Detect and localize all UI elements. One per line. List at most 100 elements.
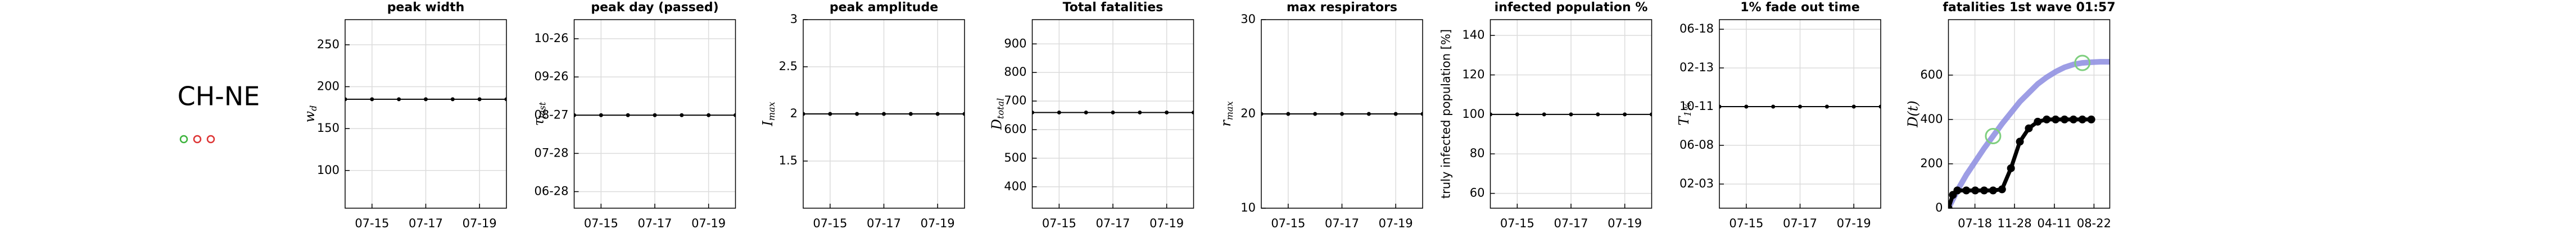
chart-title: max respirators <box>1287 1 1397 15</box>
y-axis-label-text: truly infected population [%] <box>1439 29 1453 199</box>
y-tick-label: 02-03 <box>1679 177 1714 190</box>
y-tick-label: 09-26 <box>534 70 568 83</box>
y-axis-label: rmax <box>1218 101 1235 126</box>
point <box>1057 110 1061 114</box>
y-tick-label: 700 <box>1004 94 1026 107</box>
y-tick-label: 250 <box>317 38 339 51</box>
axes-frame <box>1719 19 1881 209</box>
point <box>2034 117 2042 126</box>
point <box>1138 110 1142 114</box>
point <box>1650 112 1652 117</box>
x-tick-label: 07-17 <box>409 217 443 230</box>
point <box>2061 115 2069 123</box>
point <box>1515 112 1519 117</box>
x-tick-label: 07-15 <box>1042 217 1076 230</box>
point <box>1851 104 1856 109</box>
marker <box>1985 128 2002 145</box>
y-tick-label: 500 <box>1004 151 1026 164</box>
y-tick-label: 10 <box>1241 201 1256 214</box>
point <box>626 113 630 117</box>
x-tick-label: 07-17 <box>1783 217 1817 230</box>
plot-area <box>1261 112 1423 116</box>
point <box>734 113 736 117</box>
point <box>803 112 805 116</box>
series-line <box>1948 59 2110 208</box>
point <box>1798 104 1802 109</box>
x-tick-label: 07-18 <box>1958 217 1992 230</box>
y-axis-label-sub: last <box>537 102 547 118</box>
x-tick-label: 07-17 <box>1095 217 1130 230</box>
region-label: CH-NE <box>178 81 260 112</box>
point <box>2016 137 2024 146</box>
point <box>2087 115 2095 123</box>
y-axis-label-sub: max <box>1224 101 1235 120</box>
axes-frame <box>803 19 965 209</box>
chart-title: peak day (passed) <box>591 1 718 15</box>
point <box>2025 124 2033 132</box>
axes-frame <box>573 19 736 209</box>
point <box>855 112 859 116</box>
point <box>1032 110 1034 114</box>
y-tick-label: 150 <box>317 121 339 135</box>
x-tick-label: 07-17 <box>1554 217 1588 230</box>
x-tick-label: 07-19 <box>921 217 955 230</box>
point <box>1165 110 1169 114</box>
axes-frame <box>345 19 507 209</box>
y-axis-label-sub: max <box>766 102 777 121</box>
x-tick-label: 07-15 <box>355 217 389 230</box>
y-tick-label: 2 <box>790 107 798 120</box>
y-tick-label: 80 <box>1470 146 1485 160</box>
y-tick-label: 06-08 <box>1679 138 1714 152</box>
point <box>1771 104 1776 109</box>
chart-title: Total fatalities <box>1063 1 1163 15</box>
y-tick-label: 06-28 <box>534 184 568 198</box>
y-axis-label: τlast <box>531 102 547 126</box>
point <box>1744 104 1749 109</box>
x-tick-label: 07-19 <box>463 217 497 230</box>
chart-title: peak amplitude <box>830 1 938 15</box>
plot-area <box>1490 112 1652 117</box>
y-axis-label-text: w <box>302 111 318 122</box>
x-tick-label: 07-15 <box>1729 217 1763 230</box>
point <box>2043 115 2051 123</box>
point <box>882 112 886 116</box>
axes-frame <box>1261 19 1423 209</box>
y-tick-label: 08-27 <box>534 108 568 121</box>
y-tick-label: 140 <box>1462 28 1484 42</box>
chart-title: peak width <box>387 1 465 15</box>
x-tick-label: 07-15 <box>1271 217 1305 230</box>
point <box>424 97 428 102</box>
chart-title: infected population % <box>1495 1 1648 15</box>
y-axis-label-text: D(t) <box>1905 100 1921 128</box>
y-tick-label: 30 <box>1241 12 1256 26</box>
point <box>1490 112 1492 117</box>
x-tick-label: 07-17 <box>867 217 901 230</box>
point <box>2069 115 2077 123</box>
marker <box>2074 54 2091 71</box>
point <box>1719 104 1722 109</box>
y-tick-label: 100 <box>317 163 339 177</box>
plot-area <box>1032 110 1194 114</box>
point <box>680 113 684 117</box>
y-axis-label-sub: 1% <box>1682 102 1693 116</box>
y-axis-label: D(t) <box>1905 100 1921 128</box>
y-tick-label: 120 <box>1462 68 1484 81</box>
y-axis-label-sub: d <box>308 105 319 111</box>
point <box>1313 112 1318 116</box>
plot-area <box>345 97 506 102</box>
y-tick-label: 1.5 <box>779 154 798 167</box>
point <box>1998 185 2006 194</box>
y-axis-label: T1% <box>1676 102 1693 125</box>
y-tick-label: 20 <box>1241 107 1256 120</box>
point <box>1084 110 1088 114</box>
point <box>1948 204 1953 208</box>
point <box>504 97 506 102</box>
point <box>1623 112 1627 117</box>
y-tick-label: 2.5 <box>779 59 798 73</box>
y-axis-label: Dtotal <box>989 98 1006 130</box>
point <box>477 97 482 102</box>
point <box>1989 186 1997 195</box>
point <box>370 97 374 102</box>
axes-frame <box>1031 19 1194 209</box>
